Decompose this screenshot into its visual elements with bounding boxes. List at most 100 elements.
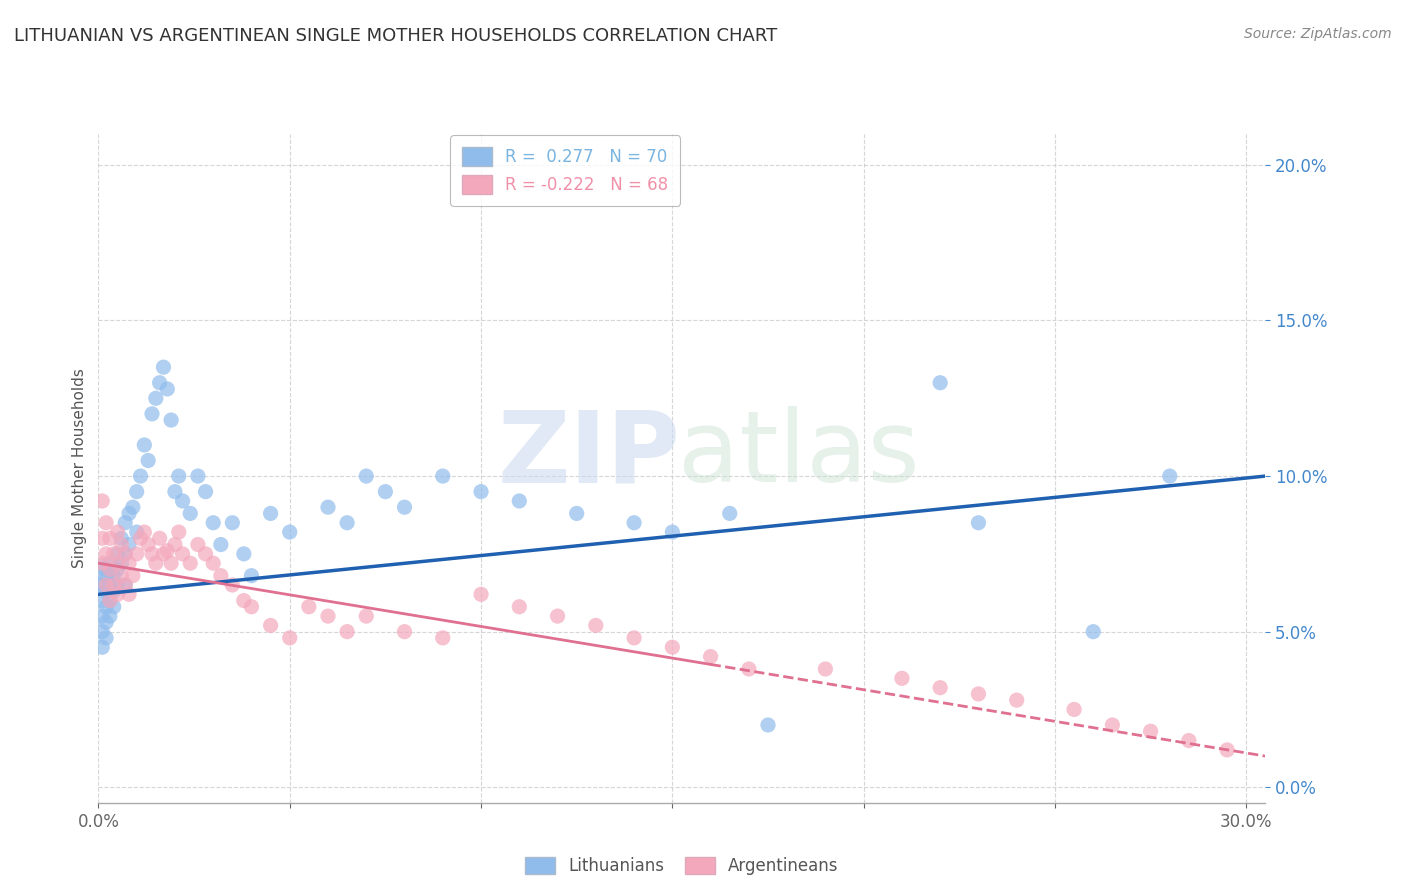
Point — [221, 516, 243, 530]
Point — [1101, 718, 1123, 732]
Point — [91, 578, 114, 592]
Point — [259, 618, 281, 632]
Point — [94, 599, 117, 614]
Point — [194, 547, 217, 561]
Point — [699, 649, 721, 664]
Point — [94, 584, 117, 599]
Point — [94, 547, 117, 561]
Point — [718, 507, 741, 521]
Point — [107, 578, 129, 592]
Point — [508, 599, 530, 614]
Point — [94, 615, 117, 630]
Point — [278, 525, 301, 540]
Point — [890, 671, 912, 685]
Point — [508, 494, 530, 508]
Point — [129, 531, 152, 545]
Point — [134, 438, 156, 452]
Point — [240, 599, 263, 614]
Point — [623, 516, 645, 530]
Point — [240, 568, 263, 582]
Point — [156, 382, 179, 396]
Point — [103, 578, 125, 592]
Point — [172, 547, 194, 561]
Point — [110, 531, 132, 545]
Point — [394, 500, 416, 515]
Point — [110, 556, 132, 570]
Point — [103, 599, 125, 614]
Point — [125, 484, 148, 499]
Point — [145, 556, 167, 570]
Point — [179, 507, 201, 521]
Point — [121, 500, 143, 515]
Point — [336, 624, 359, 639]
Point — [394, 624, 416, 639]
Point — [209, 537, 232, 551]
Point — [156, 543, 179, 558]
Point — [118, 537, 141, 551]
Point — [1178, 733, 1201, 747]
Point — [149, 531, 172, 545]
Point — [110, 568, 132, 582]
Point — [91, 640, 114, 655]
Point — [1005, 693, 1028, 707]
Point — [114, 516, 136, 530]
Text: LITHUANIAN VS ARGENTINEAN SINGLE MOTHER HOUSEHOLDS CORRELATION CHART: LITHUANIAN VS ARGENTINEAN SINGLE MOTHER … — [14, 27, 778, 45]
Point — [194, 484, 217, 499]
Point — [91, 624, 114, 639]
Point — [114, 578, 136, 592]
Point — [1216, 743, 1239, 757]
Point — [107, 556, 129, 570]
Point — [125, 547, 148, 561]
Point — [316, 500, 339, 515]
Text: Source: ZipAtlas.com: Source: ZipAtlas.com — [1244, 27, 1392, 41]
Point — [1139, 724, 1161, 739]
Point — [1159, 469, 1181, 483]
Point — [470, 587, 492, 601]
Point — [336, 516, 359, 530]
Point — [163, 484, 186, 499]
Point — [98, 578, 121, 592]
Point — [149, 376, 172, 390]
Point — [756, 718, 779, 732]
Point — [94, 562, 117, 576]
Point — [91, 593, 114, 607]
Point — [967, 516, 990, 530]
Point — [118, 587, 141, 601]
Point — [91, 494, 114, 508]
Point — [125, 525, 148, 540]
Point — [118, 507, 141, 521]
Point — [172, 494, 194, 508]
Point — [585, 618, 607, 632]
Point — [103, 584, 125, 599]
Point — [232, 593, 254, 607]
Point — [107, 587, 129, 601]
Point — [167, 469, 190, 483]
Point — [179, 556, 201, 570]
Point — [118, 556, 141, 570]
Point — [98, 562, 121, 576]
Point — [432, 631, 454, 645]
Point — [103, 568, 125, 582]
Point — [98, 593, 121, 607]
Point — [107, 525, 129, 540]
Point — [114, 547, 136, 561]
Point — [114, 547, 136, 561]
Point — [107, 547, 129, 561]
Point — [87, 568, 110, 582]
Point — [136, 453, 159, 467]
Point — [141, 407, 163, 421]
Point — [121, 568, 143, 582]
Point — [232, 547, 254, 561]
Point — [91, 531, 114, 545]
Point — [661, 640, 683, 655]
Point — [98, 609, 121, 624]
Point — [103, 547, 125, 561]
Point — [152, 360, 174, 375]
Point — [1063, 702, 1085, 716]
Point — [98, 531, 121, 545]
Point — [738, 662, 761, 676]
Point — [114, 578, 136, 592]
Point — [316, 609, 339, 624]
Text: ZIP: ZIP — [498, 407, 681, 503]
Point — [278, 631, 301, 645]
